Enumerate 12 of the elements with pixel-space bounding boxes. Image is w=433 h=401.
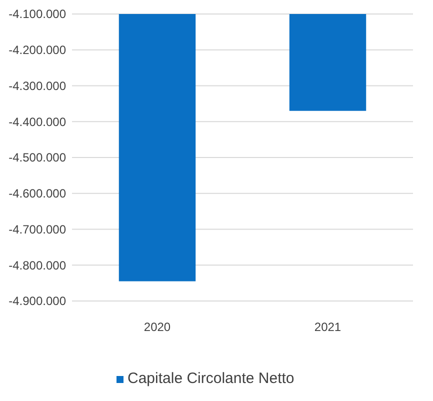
legend-label: Capitale Circolante Netto (128, 370, 294, 387)
y-tick-label: -4.800.000 (8, 258, 66, 272)
y-tick-label: -4.200.000 (8, 43, 66, 58)
y-tick-label: -4.100.000 (8, 7, 66, 22)
y-tick-label: -4.900.000 (8, 294, 66, 308)
y-tick-label: -4.500.000 (8, 150, 66, 165)
y-tick-label: -4.300.000 (8, 78, 66, 93)
y-tick-label: -4.600.000 (8, 186, 66, 201)
x-tick-label: 2021 (314, 320, 342, 334)
x-tick-label: 2020 (144, 320, 171, 334)
y-tick-label: -4.700.000 (8, 222, 66, 236)
y-tick-label: -4.400.000 (8, 114, 66, 129)
